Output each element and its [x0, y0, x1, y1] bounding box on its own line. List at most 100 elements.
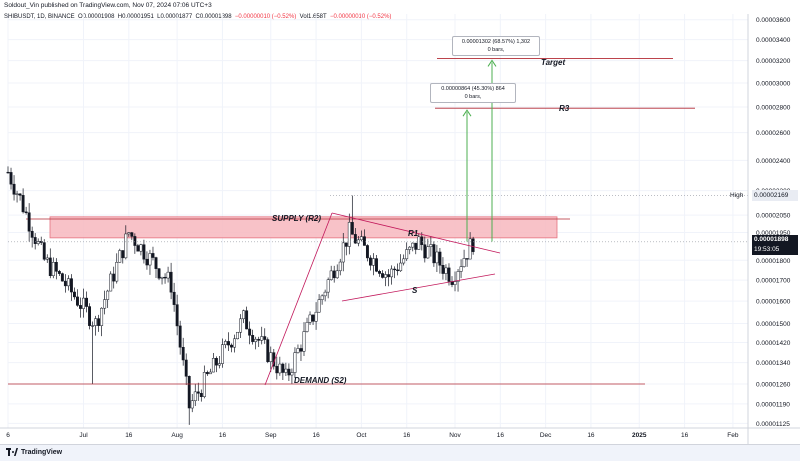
- candle-body: [362, 236, 366, 246]
- candle-body: [441, 265, 445, 274]
- candle-body: [329, 270, 333, 280]
- change-value-2: −0.00000010 (−0.52%): [330, 14, 392, 20]
- supply-label: SUPPLY (R2): [272, 214, 321, 223]
- target-label: Target: [541, 58, 565, 67]
- candle-body: [151, 253, 155, 258]
- candle-body: [94, 318, 98, 326]
- candle-body: [139, 244, 143, 252]
- candle-body: [320, 295, 324, 300]
- candle-body: [76, 296, 79, 306]
- candle-body: [314, 311, 318, 322]
- candle-body: [187, 376, 191, 409]
- candle-body: [317, 299, 321, 313]
- candle-body: [408, 246, 412, 250]
- countdown-value: 19:53:05: [754, 246, 780, 253]
- candle-body: [378, 271, 381, 274]
- candle-body: [124, 233, 128, 259]
- candle-body: [181, 346, 185, 361]
- candle-body: [293, 352, 297, 373]
- candle-body: [148, 253, 152, 266]
- candle-body: [103, 299, 107, 309]
- time-tick-label: 16: [587, 432, 595, 439]
- time-tick-label: 2025: [632, 432, 647, 439]
- candle-body: [251, 335, 255, 342]
- price-tick-label: 0.00001125: [756, 421, 790, 428]
- candle-body: [33, 237, 37, 244]
- candle-body: [66, 278, 70, 287]
- candle-body: [30, 230, 34, 238]
- candle-body: [157, 268, 161, 279]
- high-value: 0.00001951: [122, 14, 154, 20]
- candle-body: [115, 262, 119, 282]
- open-value: 0.00001908: [82, 14, 115, 20]
- candle-body: [254, 338, 258, 342]
- time-tick-label: Jul: [79, 432, 88, 439]
- candle-body: [287, 368, 291, 376]
- volume-value: Vol1.658T: [299, 14, 327, 20]
- candle-body: [426, 246, 430, 259]
- candle-body: [465, 258, 469, 260]
- candle-body: [118, 250, 122, 263]
- measure-target-text: 0.00001302 (68.57%) 1,302: [461, 39, 531, 45]
- tradingview-logo[interactable]: TradingView: [6, 448, 62, 456]
- candle-body: [15, 193, 19, 195]
- candle-body: [257, 338, 261, 341]
- candle-body: [24, 211, 28, 214]
- candle-body: [220, 344, 224, 364]
- candle-body: [82, 297, 85, 309]
- rise-trendline: [264, 212, 333, 386]
- candle-body: [100, 307, 104, 326]
- candle-body: [365, 245, 369, 259]
- candle-body: [88, 306, 92, 326]
- candle-body: [36, 241, 40, 244]
- candle-body: [18, 193, 22, 196]
- price-tick-label: 0.00002800: [756, 104, 791, 111]
- r1-label: R1: [408, 229, 419, 238]
- candle-body: [233, 338, 236, 348]
- candle-body: [224, 341, 227, 345]
- price-tick-label: 0.00001600: [756, 299, 791, 306]
- candle-body: [227, 341, 230, 346]
- candle-body: [208, 371, 212, 375]
- candle-body: [263, 336, 267, 340]
- zones-layer: [26, 216, 570, 239]
- candle-body: [311, 314, 315, 322]
- candle-body: [217, 363, 221, 366]
- candle-body: [429, 244, 433, 248]
- candle-body: [190, 400, 194, 409]
- candle-body: [230, 344, 233, 348]
- candle-body: [353, 234, 357, 244]
- price-tick-label: 0.00001800: [756, 258, 791, 265]
- candle-body: [79, 305, 82, 309]
- chart-canvas[interactable]: SUPPLY (R2) DEMAND (S2) R1 S R3 Target 0.0000…: [0, 0, 800, 444]
- candle-body: [335, 270, 339, 279]
- publisher-line: Soldout_Vin published on TradingView.com…: [4, 2, 212, 9]
- footer-bar: TradingView: [0, 444, 800, 461]
- candle-body: [444, 267, 448, 274]
- last-price-badge: 0.00001898 19:53:05: [752, 235, 798, 255]
- price-axis: 0.00003600 0.00003400 0.00003200 0.00003000…: [747, 14, 791, 444]
- candle-body: [281, 363, 285, 373]
- candle-body: [338, 261, 342, 272]
- high-key: H: [117, 14, 123, 20]
- time-tick-label: 16: [219, 432, 227, 439]
- upper-triangle-line: [331, 212, 501, 254]
- candle-body: [97, 318, 101, 326]
- time-tick-label: 16: [403, 432, 411, 439]
- candle-body: [302, 331, 306, 352]
- candle-body: [375, 258, 378, 272]
- time-tick-label: Oct: [356, 432, 366, 439]
- candle-body: [305, 322, 309, 332]
- candle-body: [109, 273, 113, 292]
- price-tick-label: 0.00001340: [756, 360, 791, 367]
- price-tick-label: 0.00001420: [756, 340, 791, 347]
- candle-body: [368, 257, 372, 266]
- price-tick-label: 0.00002600: [756, 130, 791, 137]
- candle-body: [136, 245, 140, 252]
- candle-body: [127, 232, 131, 235]
- time-tick-label: Feb: [727, 432, 739, 439]
- candle-body: [420, 236, 424, 245]
- candle-body: [193, 391, 197, 402]
- candle-body: [390, 268, 394, 278]
- candle-body: [175, 304, 179, 327]
